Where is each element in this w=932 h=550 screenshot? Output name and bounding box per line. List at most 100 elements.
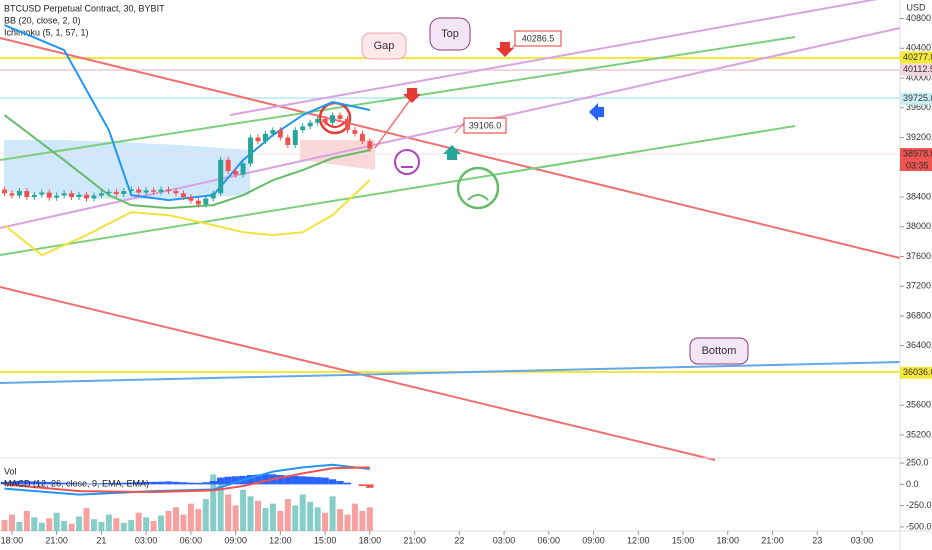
y-tick-label: 40400.0 [906,43,932,53]
macd-histogram [30,481,38,485]
volume-bar [187,503,194,531]
macd-histogram [75,483,83,485]
candle-body [91,195,97,199]
macd-histogram [8,481,16,485]
macd-histogram [23,481,31,485]
candle-body [188,197,194,201]
candle-body [76,194,82,198]
macd-histogram [15,480,24,485]
countdown: 03:35 [906,160,929,170]
candle-body [307,122,313,127]
macd-histogram [105,483,113,485]
face [324,121,346,128]
candle-body [292,130,298,145]
x-tick-label: 12:00 [627,535,650,545]
candle-body [248,137,254,164]
candle-body [330,115,336,123]
volume-bar [143,517,150,531]
macd-histogram [358,484,367,487]
macd-histogram [276,475,285,485]
trendline [0,361,901,384]
y-tick-label: -500.0 [906,521,932,531]
macd-histogram [202,482,210,485]
volume-bar [337,509,344,531]
trendline [0,36,796,161]
volume-bar [61,520,68,531]
candle-body [322,118,328,123]
macd-histogram [60,482,68,485]
volume-bar [135,512,142,531]
candle-body [106,191,112,194]
volume-bar [98,521,105,531]
macd-histogram [142,481,150,485]
candle-body [31,194,37,198]
macd-histogram [90,483,98,485]
price-tag-label: 38978.0 [903,148,932,158]
price-tag-label: 40277.0 [903,52,932,62]
callout [361,32,407,60]
volume-bar [68,523,75,531]
candle-body [277,130,283,138]
face [467,194,489,201]
x-tick-label: 12:00 [269,535,292,545]
price-tag-label: 40112.5 [903,64,932,74]
trendline [0,125,796,256]
macd-histogram [366,484,374,488]
trendline [229,0,878,116]
ichimoku-cloud [4,140,250,200]
volume-bar [31,517,38,531]
annotation: Gap [374,40,395,52]
volume-bar [180,514,187,531]
macd-histogram [0,481,9,485]
volume-bar [46,518,53,531]
candle-body [203,198,209,205]
volume-bar [232,505,239,531]
x-tick-label: 03:00 [851,535,874,545]
volume-bar [262,508,269,531]
volume-bar [113,518,120,531]
macd-histogram [149,481,158,485]
candle-body [173,191,179,194]
volume-bar [90,519,97,531]
x-tick-label: 06:00 [538,535,561,545]
arrow-up [443,145,461,160]
volume-bar [217,480,224,531]
price-tag-label: 39725.0 [903,93,932,103]
macd-histogram [328,479,337,485]
x-tick-label: 09:00 [224,535,247,545]
macd-histogram [127,482,135,485]
volume-bar [344,514,351,531]
candle-body [233,170,239,175]
indicator-line [3,179,371,257]
volume-bar [165,510,172,531]
candle-body [352,130,358,134]
candle-body [262,133,268,142]
annotation: 39106.0 [469,120,502,130]
volume-bar [210,474,217,531]
macd-histogram [120,482,128,485]
trendline [0,27,901,229]
y-tick-label: 39600.0 [906,102,932,112]
volume-bar [299,494,306,531]
macd-histogram [194,482,203,485]
candle-body [121,191,127,195]
candle-body [61,193,67,196]
x-tick-label: 18:00 [716,535,739,545]
macd-histogram [284,475,292,485]
volume-bar [120,522,127,531]
volume-bar [128,520,135,531]
macd-histogram [306,476,314,485]
y-tick-label: 40000.0 [906,72,932,82]
pane-label: Vol [4,466,17,476]
candle-body [240,163,246,175]
candle-body [54,195,60,198]
candle-body [315,118,321,123]
callout [429,17,471,51]
volume-bar [329,496,336,531]
macd-histogram [172,481,180,485]
x-tick-label: 15:00 [672,535,695,545]
volume-bar [269,503,276,531]
y-tick-label: 36800.0 [906,310,932,320]
macd-histogram [157,481,165,485]
